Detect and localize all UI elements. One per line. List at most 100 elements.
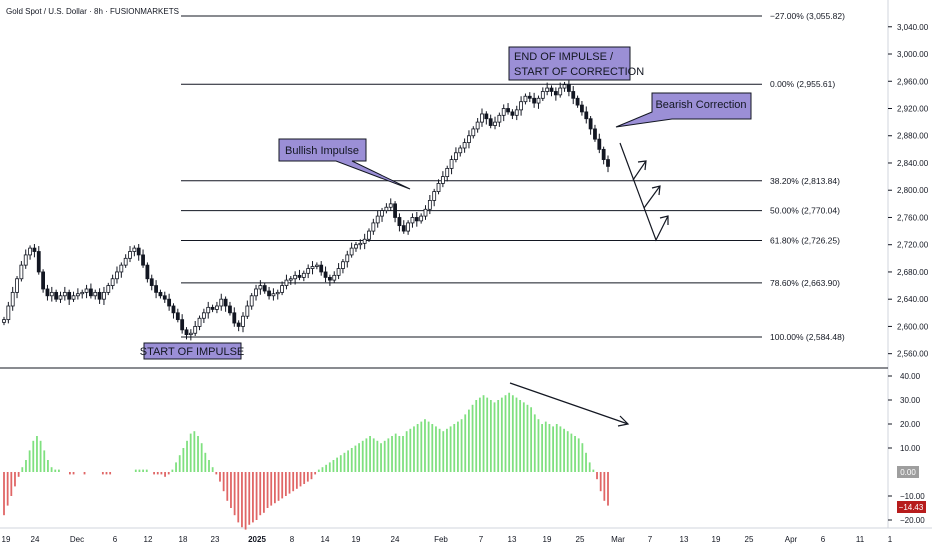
candle [593, 124, 597, 142]
candle [401, 220, 406, 234]
candle [219, 293, 224, 311]
candle [523, 93, 528, 105]
price-tick-label: 2,760.00 [897, 213, 929, 222]
arrow-head-2 [651, 185, 661, 196]
zero-badge: 0.00 [897, 466, 919, 478]
candle [258, 280, 263, 295]
candle [327, 274, 332, 286]
candle [280, 281, 285, 296]
time-tick-label: 6 [113, 535, 118, 544]
candle [597, 133, 602, 154]
candle [580, 101, 584, 116]
bullish-impulse-callout: Bullish Impulse [278, 138, 411, 190]
svg-text:Bearish Correction: Bearish Correction [655, 99, 746, 111]
candle [119, 262, 124, 278]
candle [440, 171, 445, 188]
candle [93, 289, 98, 300]
candle [601, 146, 606, 165]
candle [154, 280, 158, 299]
candle [6, 301, 11, 324]
time-tick-label: Dec [70, 535, 84, 544]
time-tick-label: 13 [508, 535, 517, 544]
candle [606, 155, 610, 173]
candle [471, 126, 476, 139]
path-arrow-line [619, 142, 669, 242]
fib-level-label: 61.80% (2,726.25) [770, 235, 840, 245]
candle [62, 286, 67, 301]
candle [123, 254, 128, 268]
svg-text:Bullish Impulse: Bullish Impulse [285, 145, 359, 157]
candle [584, 106, 589, 124]
time-tick-label: 19 [543, 535, 552, 544]
candle [397, 213, 402, 232]
svg-text:START OF IMPULSE: START OF IMPULSE [140, 346, 245, 358]
price-tick-label: 2,720.00 [897, 241, 929, 250]
candle [545, 82, 550, 96]
time-tick-label: 13 [680, 535, 689, 544]
candle [197, 315, 202, 331]
oscillator-tick-label: 40.00 [900, 372, 921, 381]
candle [558, 82, 563, 98]
price-tick-label: 2,640.00 [897, 295, 929, 304]
time-tick-label: 19 [352, 535, 361, 544]
price-tick-label: 3,000.00 [897, 50, 929, 59]
arrow-head-1 [637, 160, 647, 171]
path-arrow-line [643, 185, 661, 209]
candle [128, 246, 132, 263]
time-tick-label: 6 [821, 535, 826, 544]
candle [323, 266, 328, 283]
candle [566, 80, 571, 97]
candle [575, 95, 580, 108]
candle [36, 246, 41, 275]
time-tick-label: Apr [785, 535, 798, 544]
candle [414, 212, 419, 227]
time-tick-label: 11 [856, 535, 865, 544]
candle [32, 244, 37, 258]
price-tick-label: 2,680.00 [897, 268, 929, 277]
time-tick-label: 19 [712, 535, 721, 544]
candle [241, 312, 245, 333]
time-tick-label: 12 [144, 535, 153, 544]
candle [215, 301, 219, 314]
candle [23, 249, 28, 269]
oscillator-tick-label: −10.00 [900, 492, 925, 501]
time-tick-label: 7 [648, 535, 653, 544]
candle [149, 274, 154, 291]
candle [458, 145, 463, 157]
candle [506, 103, 510, 115]
candle [510, 109, 515, 120]
time-tick-label: 23 [211, 535, 220, 544]
projected-path-arrows [619, 142, 669, 242]
svg-text:0.00: 0.00 [900, 468, 916, 477]
candle [427, 194, 432, 215]
candle [102, 286, 106, 305]
candle [89, 283, 93, 299]
candle [362, 233, 367, 250]
time-tick-label: 25 [745, 535, 754, 544]
oscillator-tick-label: 30.00 [900, 396, 921, 405]
candle [58, 291, 63, 303]
svg-text:−14.43: −14.43 [899, 503, 924, 512]
candle [540, 87, 545, 102]
candle [358, 239, 363, 250]
candle [262, 282, 267, 294]
candle [332, 271, 337, 283]
oscillator-histogram [3, 392, 609, 530]
candle [388, 198, 393, 211]
candle [2, 316, 6, 326]
candle [549, 85, 554, 97]
candle [562, 81, 567, 92]
price-tick-label: 2,880.00 [897, 132, 929, 141]
candle [41, 269, 46, 293]
time-tick-label: 7 [479, 535, 484, 544]
candle [106, 282, 111, 296]
candle [393, 201, 397, 223]
fibonacci-levels: −27.00% (3,055.82) 0.00% (2,955.61) 38.20%… [181, 11, 845, 342]
candle [297, 269, 302, 281]
candle [145, 262, 150, 283]
time-tick-label: Mar [611, 535, 625, 544]
candle [445, 165, 450, 182]
candle [480, 108, 484, 127]
candle [406, 220, 411, 235]
candle [223, 296, 228, 312]
